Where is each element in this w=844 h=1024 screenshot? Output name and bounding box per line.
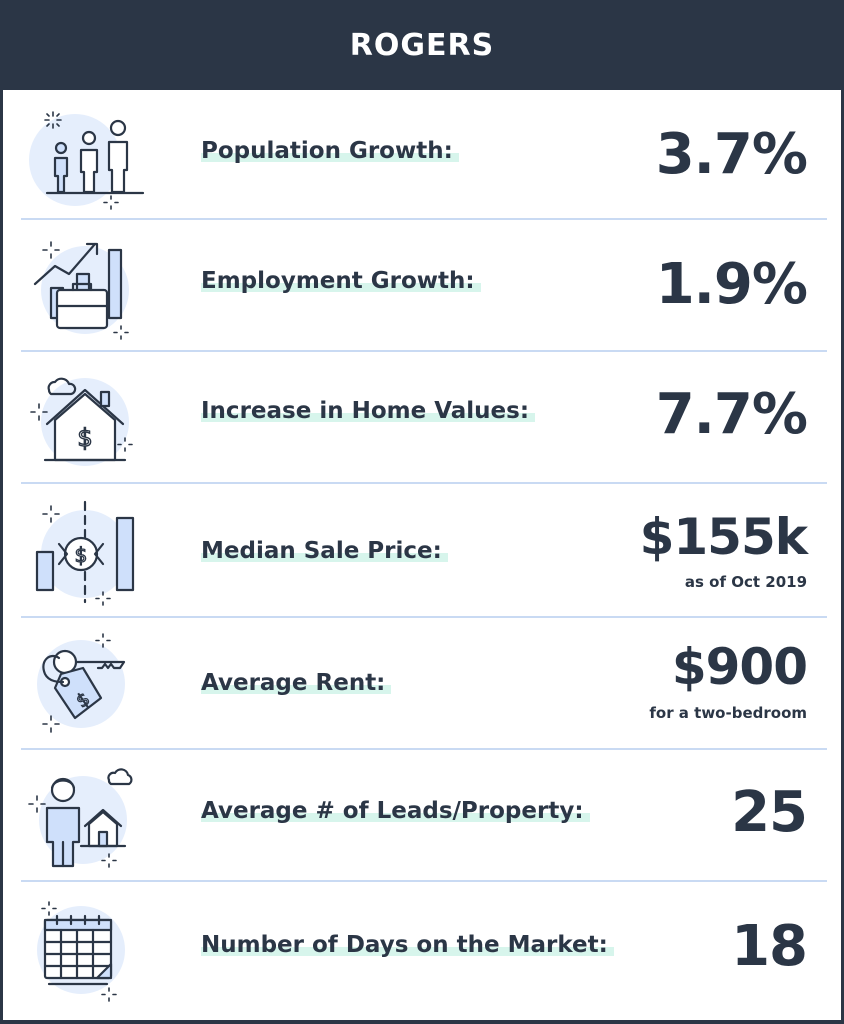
stat-row-home-values: $ Increase in Home Values: 7.7% — [21, 352, 827, 484]
family-icon — [29, 111, 145, 210]
average-rent-label: Average Rent: — [201, 670, 392, 696]
median-price-label: Median Sale Price: — [201, 538, 448, 564]
stat-row-days-on-market: Number of Days on the Market: 18 — [21, 882, 827, 1020]
home-values-label: Increase in Home Values: — [201, 398, 536, 424]
average-rent-note: for a two-bedroom — [649, 704, 807, 722]
population-growth-label: Population Growth: — [201, 138, 459, 164]
days-on-market-value: 18 — [731, 914, 808, 979]
median-price-note: as of Oct 2019 — [684, 573, 807, 591]
average-rent-value: $900 — [671, 638, 808, 696]
briefcase-chart-icon — [33, 241, 129, 340]
population-growth-value: 3.7% — [655, 122, 808, 187]
leads-value: 25 — [731, 780, 808, 845]
employment-growth-value: 1.9% — [655, 252, 808, 317]
stat-row-leads: Average # of Leads/Property: 25 — [21, 750, 827, 882]
stat-row-population: Population Growth: 3.7% — [21, 90, 827, 220]
calendar-icon — [37, 901, 125, 1002]
key-tag-icon: $ — [37, 633, 126, 733]
stats-panel: Population Growth: 3.7% Employment Growt… — [3, 90, 841, 1020]
person-house-icon — [28, 768, 133, 868]
svg-text:$: $ — [77, 424, 92, 452]
price-bars-icon: $ — [35, 500, 135, 606]
stat-row-median-price: $ Median Sale Price: $155k as of Oct 201… — [21, 484, 827, 618]
svg-text:$: $ — [75, 543, 88, 567]
stat-row-employment: Employment Growth: 1.9% — [21, 220, 827, 352]
home-values-value: 7.7% — [655, 382, 808, 447]
leads-label: Average # of Leads/Property: — [201, 798, 590, 824]
median-price-value: $155k — [639, 508, 808, 566]
employment-growth-label: Employment Growth: — [201, 268, 481, 294]
days-on-market-label: Number of Days on the Market: — [201, 932, 614, 958]
house-dollar-icon: $ — [30, 377, 133, 466]
page-title: ROGERS — [0, 0, 844, 90]
stat-row-average-rent: $ Average Rent: $900 for a two-bedroom — [21, 618, 827, 750]
